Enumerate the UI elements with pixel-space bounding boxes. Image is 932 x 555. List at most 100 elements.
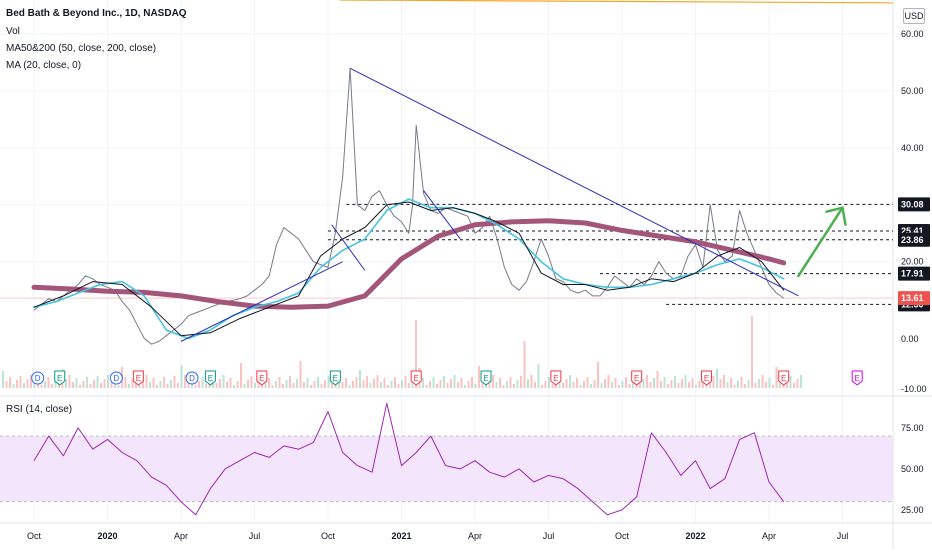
volume-bar — [656, 371, 659, 388]
volume-bar — [68, 375, 71, 388]
volume-bar — [625, 377, 627, 388]
rsi-band — [0, 436, 893, 502]
ma50-200-indicator-label[interactable]: MA50&200 (50, close, 200, close) — [6, 43, 157, 54]
vol-indicator-label[interactable]: Vol — [6, 26, 20, 37]
volume-bar — [138, 383, 141, 388]
volume-bar — [789, 376, 792, 388]
projection-arrow-shaft — [797, 206, 844, 278]
volume-bar — [800, 375, 802, 388]
symbol-title[interactable]: Bed Bath & Beyond Inc., 1D, NASDAQ — [6, 8, 187, 19]
volume-bar — [674, 376, 676, 388]
volume-bar — [618, 385, 620, 388]
price-level-badge-label: 17.91 — [901, 269, 924, 279]
ma20-indicator-label[interactable]: MA (20, close, 0) — [6, 60, 82, 71]
dividend-marker — [31, 371, 45, 385]
price-tick-label: 20.00 — [901, 257, 924, 267]
volume-bar — [404, 376, 407, 388]
volume-bar — [254, 383, 256, 388]
volume-bar — [646, 375, 648, 388]
volume-bar — [296, 379, 298, 388]
series-ma200-line — [31, 218, 787, 310]
volume-bar — [100, 383, 102, 388]
volume-bar — [716, 369, 718, 388]
volume-bar — [726, 382, 729, 388]
volume-bar — [54, 380, 57, 388]
volume-bar — [159, 381, 162, 388]
volume-bar — [474, 384, 477, 388]
volume-bar — [551, 384, 554, 388]
volume-bar — [712, 376, 715, 388]
volume-bar — [709, 380, 711, 388]
volume-bar — [411, 379, 414, 388]
currency-badge[interactable]: USD — [903, 8, 925, 24]
rsi-indicator-label[interactable]: RSI (14, close) — [6, 404, 73, 415]
volume-bar — [471, 377, 473, 388]
volume-bar — [793, 383, 795, 388]
volume-bar — [597, 362, 599, 388]
volume-bar — [478, 366, 480, 388]
time-tick-label: Apr — [762, 531, 776, 541]
series-price-line — [33, 67, 785, 345]
volume-bar — [737, 381, 739, 388]
volume-bar — [194, 385, 197, 388]
volume-bar — [765, 382, 767, 388]
volume-bar — [282, 384, 284, 388]
volume-bar — [523, 341, 526, 388]
volume-bar — [583, 381, 585, 388]
earnings-marker — [550, 370, 562, 386]
volume-bar — [695, 385, 697, 388]
volume-bar — [110, 382, 113, 388]
volume-bar — [744, 384, 746, 388]
volume-tick-label: 0.00 — [901, 334, 919, 344]
volume-bar — [495, 382, 498, 388]
volume-bar — [607, 375, 610, 388]
volume-bar — [509, 377, 512, 388]
volume-bar — [75, 378, 78, 388]
time-tick-label: Oct — [27, 531, 42, 541]
price-level-badge — [898, 197, 930, 212]
volume-bar — [527, 379, 529, 388]
volume-bar — [72, 382, 74, 388]
volume-bar — [576, 378, 578, 388]
volume-bar — [233, 385, 235, 388]
volume-bar — [51, 384, 53, 388]
volume-bar — [439, 380, 442, 388]
series-rsi-line — [33, 402, 785, 516]
earnings-marker — [480, 370, 492, 386]
volume-bar — [93, 380, 95, 388]
volume-bar — [688, 382, 690, 388]
volume-bar — [723, 375, 725, 388]
volume-bar — [380, 382, 382, 388]
volume-bar — [513, 384, 515, 388]
event-marker-label: E — [483, 374, 488, 383]
volume-bar — [569, 375, 571, 388]
volume-bar — [600, 383, 603, 388]
rsi-tick-label: 50.00 — [901, 464, 924, 474]
volume-bar — [142, 379, 144, 388]
volume-bar — [2, 371, 4, 388]
volume-bar — [464, 385, 466, 388]
price-tick-label: 50.00 — [901, 86, 924, 96]
earnings-marker — [54, 370, 66, 386]
volume-bar — [590, 384, 592, 388]
volume-bar — [390, 381, 393, 388]
volume-bar — [730, 378, 732, 388]
volume-bar — [205, 384, 207, 388]
volume-bar — [733, 385, 736, 388]
trendline — [331, 224, 366, 271]
volume-bar — [124, 377, 127, 388]
volume-bar — [446, 383, 449, 388]
rsi-tick-label: 75.00 — [901, 423, 924, 433]
volume-bar — [397, 384, 400, 388]
earnings-marker — [851, 370, 863, 386]
volume-bar — [247, 380, 249, 388]
volume-bar — [698, 381, 701, 388]
volume-bar — [614, 378, 617, 388]
volume-bar — [457, 382, 459, 388]
volume-bar — [324, 380, 326, 388]
time-tick-label: Oct — [615, 531, 630, 541]
event-marker-label: E — [208, 374, 213, 383]
volume-bar — [9, 377, 11, 388]
